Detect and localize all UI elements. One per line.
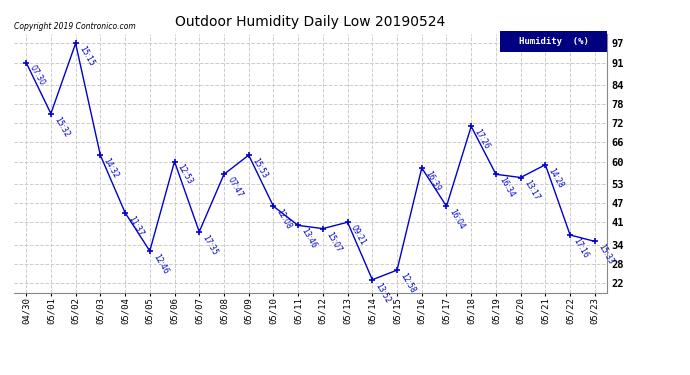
Text: 09:21: 09:21 xyxy=(349,224,368,247)
Text: 17:16: 17:16 xyxy=(571,236,590,260)
Text: 17:35: 17:35 xyxy=(201,233,219,256)
Text: 15:33: 15:33 xyxy=(596,243,615,266)
Text: Copyright 2019 Contronico.com: Copyright 2019 Contronico.com xyxy=(14,22,135,31)
Text: 15:15: 15:15 xyxy=(77,45,96,68)
Text: 12:08: 12:08 xyxy=(275,208,293,231)
Text: 11:37: 11:37 xyxy=(126,214,145,237)
Text: 14:28: 14:28 xyxy=(546,166,565,189)
Text: 12:46: 12:46 xyxy=(151,252,170,276)
Text: 15:53: 15:53 xyxy=(250,156,269,180)
Text: 13:46: 13:46 xyxy=(299,227,318,250)
Text: 14:32: 14:32 xyxy=(101,156,120,180)
Title: Outdoor Humidity Daily Low 20190524: Outdoor Humidity Daily Low 20190524 xyxy=(175,15,446,28)
Text: 16:04: 16:04 xyxy=(448,208,466,231)
Text: 13:52: 13:52 xyxy=(374,281,393,304)
Text: 15:32: 15:32 xyxy=(52,115,71,138)
Text: 16:34: 16:34 xyxy=(497,176,516,199)
Text: 12:58: 12:58 xyxy=(398,272,417,295)
Text: 16:39: 16:39 xyxy=(423,169,442,193)
Text: 15:07: 15:07 xyxy=(324,230,343,254)
Text: 13:17: 13:17 xyxy=(522,179,541,202)
Text: 07:30: 07:30 xyxy=(28,64,46,87)
Text: 12:53: 12:53 xyxy=(176,163,195,186)
Text: 17:26: 17:26 xyxy=(473,128,491,151)
Text: 07:47: 07:47 xyxy=(226,176,244,199)
